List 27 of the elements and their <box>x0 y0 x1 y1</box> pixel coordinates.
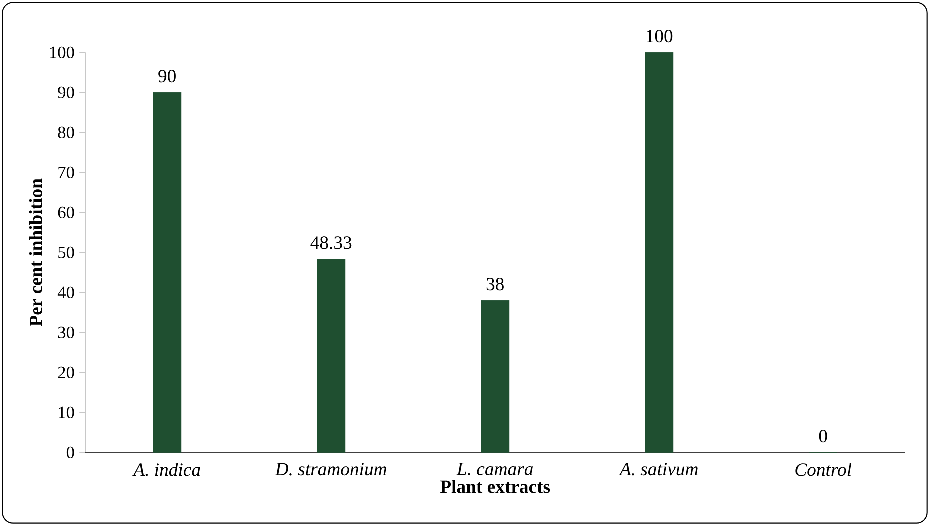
x-tick-label: A. indica <box>132 463 200 476</box>
data-label: 38 <box>486 278 504 291</box>
data-label: 48.33 <box>310 236 352 250</box>
bar <box>645 52 674 453</box>
y-tick-label: 80 <box>58 126 74 139</box>
y-tick-label: 30 <box>58 326 74 339</box>
bar <box>153 92 182 453</box>
y-tick-label: 0 <box>66 446 74 459</box>
bar <box>317 259 346 453</box>
data-label: 90 <box>158 70 176 83</box>
data-label: 100 <box>646 30 673 43</box>
y-tick-label: 100 <box>50 46 74 59</box>
data-label: 0 <box>819 430 828 443</box>
x-tick-label: Control <box>796 463 852 476</box>
y-tick-label: 90 <box>58 86 74 99</box>
y-tick-label: 20 <box>58 366 74 379</box>
y-axis-title: Per cent inhibition <box>29 178 42 326</box>
y-tick-label: 60 <box>58 206 74 219</box>
x-axis-title: Plant extracts <box>440 480 550 494</box>
y-tick-label: 70 <box>58 166 74 179</box>
y-tick-label: 10 <box>59 406 74 419</box>
x-tick-label: D. stramonium <box>275 463 387 476</box>
x-tick-label: A. sativum <box>618 463 698 476</box>
x-tick-label: L. camara <box>456 463 533 476</box>
y-tick-label: 50 <box>58 246 74 259</box>
y-tick-label: 40 <box>58 286 74 299</box>
bar <box>481 300 510 453</box>
